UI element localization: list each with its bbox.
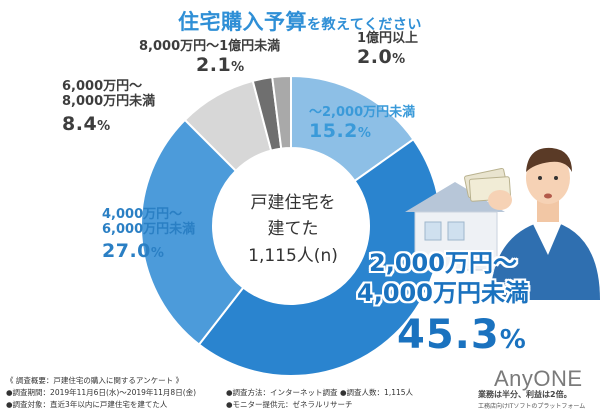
brand-subtagline: 工務店向けITソフトのプラットフォーム xyxy=(478,403,586,410)
label-slice-1-value: 45.3% xyxy=(397,312,527,358)
label-slice-0: ～2,000万円未満 15.2% xyxy=(309,105,416,142)
brand-tagline: 業務は半分、利益は2倍。 xyxy=(478,390,572,399)
label-slice-4: 8,000万円～1億円未満 2.1% xyxy=(139,39,281,76)
person-illustration xyxy=(464,147,600,300)
footer-provider: ●モニター提供元：ゼネラルリサーチ xyxy=(226,400,353,409)
brand-logo: AnyONE xyxy=(494,366,583,391)
label-slice-5: 1億円以上 2.0% xyxy=(357,31,419,68)
title-main: 住宅購入予算 xyxy=(178,10,308,34)
label-slice-3: 6,000万円～ 8,000万円未満 8.4% xyxy=(62,79,156,135)
footer-method: ●調査方法：インターネット調査 xyxy=(226,388,338,397)
title-suffix: を教えてください xyxy=(307,17,422,33)
house-illustration xyxy=(405,182,505,271)
donut-slice-5 xyxy=(271,74,292,150)
footer-count: ●調査人数：1,115人 xyxy=(340,388,414,397)
survey-footer: 《 調査概要：戸建住宅の購入に関するアンケート 》 ●調査期間：2019年11月… xyxy=(4,376,596,415)
footer-target: ●調査対象：直近3年以内に戸建住宅を建てた人 xyxy=(6,400,168,409)
label-slice-1-name: 2,000万円～ 4,000万円未満 xyxy=(357,249,529,307)
footer-period: ●調査期間：2019年11月6日(水)～2019年11月8日(金) xyxy=(6,388,197,397)
chart-title: 住宅購入予算を教えてください xyxy=(0,6,600,36)
label-slice-2: 4,000万円～ 6,000万円未満 27.0% xyxy=(102,207,196,262)
donut-center-label: 戸建住宅を 建てた 1,115人(n) xyxy=(248,193,338,266)
donut-slices xyxy=(140,74,442,377)
footer-summary: 《 調査概要：戸建住宅の購入に関するアンケート 》 xyxy=(6,376,183,385)
donut-slice-2 xyxy=(140,118,245,346)
